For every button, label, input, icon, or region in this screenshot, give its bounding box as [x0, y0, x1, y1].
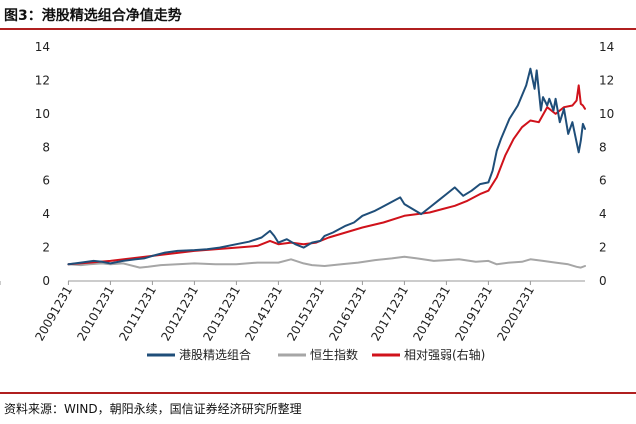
source-bar: 资料来源：WIND，朝阳永续，国信证券经济研究所整理 [0, 392, 636, 424]
y-tick-label: 14 [35, 40, 50, 54]
legend-label: 港股精选组合 [179, 347, 251, 362]
x-tick-label: 20091231 [32, 284, 75, 344]
y-tick-label: 6 [42, 174, 50, 188]
x-tick-label: 20171231 [368, 284, 411, 344]
x-tick-label: 20131231 [200, 284, 243, 344]
x-tick-label: 20121231 [158, 284, 201, 344]
chart-title: 图3：港股精选组合净值走势 [4, 8, 182, 24]
series-layer [67, 67, 586, 269]
y2-tick-label: 6 [599, 174, 607, 188]
y-tick-label: 0 [42, 274, 50, 288]
y-tick-label: 2 [42, 241, 50, 255]
y2-tick-label: 4 [599, 207, 607, 221]
y2-tick-label: 10 [599, 107, 614, 121]
x-tick-label: 20101231 [74, 284, 117, 344]
legend-label: 相对强弱(右轴) [404, 347, 485, 362]
x-tick-label: 20151231 [284, 284, 327, 344]
y2-tick-label: 2 [599, 241, 607, 255]
source-note: 资料来源：WIND，朝阳永续，国信证券经济研究所整理 [4, 402, 302, 416]
x-tick-label: 20181231 [410, 284, 453, 344]
y2-tick-label: 14 [599, 40, 614, 54]
y-tick-label: 10 [35, 107, 50, 121]
y2-tick-label: 12 [599, 73, 614, 87]
y2-tick-label: 8 [599, 140, 607, 154]
y-tick-label: 8 [42, 140, 50, 154]
y-tick-label: 12 [35, 73, 50, 87]
chart-area: 0 2 4 6 8 10 12 14 0 2 4 6 8 10 12 14 20091231 20101231 20… [0, 30, 636, 392]
y2-tick-label: 0 [599, 274, 607, 288]
series-line-2 [67, 84, 586, 266]
title-bar: 图3：港股精选组合净值走势 [0, 0, 636, 30]
series-line-0 [67, 67, 586, 266]
x-tick-label: 20191231 [452, 284, 495, 344]
legend: 港股精选组合 恒生指数 相对强弱(右轴) [147, 347, 485, 362]
x-tick-label: 20111231 [116, 284, 159, 344]
series-line-1 [67, 255, 586, 269]
x-tick-label: 20201231 [494, 284, 537, 344]
x-tick-label: 20161231 [326, 284, 369, 344]
x-tick-label: 20141231 [242, 284, 285, 344]
y-tick-label: 4 [42, 207, 50, 221]
legend-label: 恒生指数 [310, 347, 358, 362]
